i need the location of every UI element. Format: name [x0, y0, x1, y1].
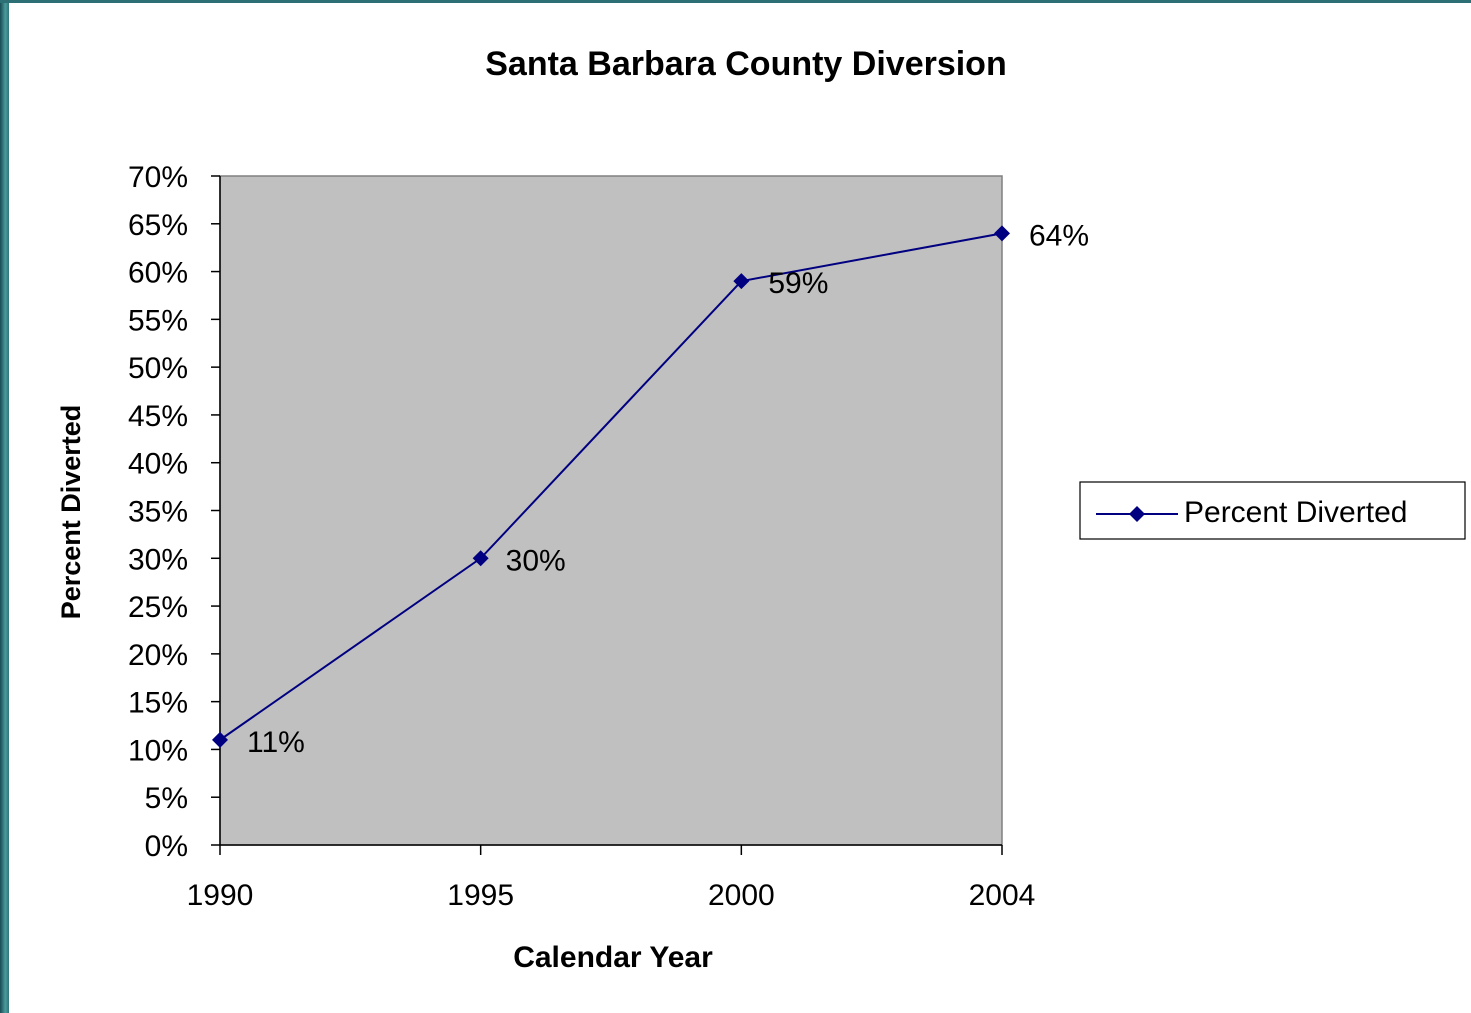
data-label: 64% — [1029, 219, 1089, 252]
x-tick-label: 2004 — [969, 879, 1036, 912]
data-label: 59% — [768, 267, 828, 300]
plot-area — [219, 175, 1003, 846]
y-axis-label: Percent Diverted — [56, 405, 86, 620]
y-axis: 0% 5% 10% 15% 20% 25% 30% 35% 40% 45% 50% 55% 60% 65%… — [128, 161, 221, 863]
y-tick-label: 20% — [128, 639, 188, 672]
y-tick-label: 25% — [128, 591, 188, 624]
legend-diamond-icon — [1129, 506, 1145, 522]
legend-label: Percent Diverted — [1184, 496, 1407, 529]
y-tick-label: 15% — [128, 687, 188, 720]
y-tick-label: 65% — [128, 209, 188, 242]
data-point-marker — [733, 273, 750, 290]
y-tick-label: 50% — [128, 352, 188, 385]
x-tick-label: 2000 — [708, 879, 775, 912]
y-tick-label: 60% — [128, 257, 188, 290]
series-line-percent-diverted — [219, 232, 1003, 741]
data-point-marker — [994, 225, 1010, 242]
series-line-layer — [219, 232, 1003, 741]
data-point-marker — [212, 731, 228, 748]
chart-title: Santa Barbara County Diversion — [485, 45, 1006, 83]
data-label: 11% — [247, 726, 305, 759]
y-tick-label: 10% — [128, 734, 188, 767]
y-tick-label: 5% — [145, 782, 188, 815]
data-point-marker — [472, 550, 489, 567]
legend-box — [1079, 481, 1466, 540]
y-tick-label: 45% — [128, 400, 188, 433]
series-markers — [212, 225, 1010, 748]
y-tick-label: 0% — [145, 830, 188, 863]
y-tick-label: 55% — [128, 304, 188, 337]
x-tick-label: 1990 — [187, 879, 254, 912]
legend: Percent Diverted — [1079, 481, 1466, 540]
y-tick-label: 70% — [128, 161, 188, 194]
y-tick-label: 30% — [128, 543, 188, 576]
x-axis-label: Calendar Year — [513, 941, 713, 974]
x-tick-label: 1995 — [447, 879, 514, 912]
y-tick-label: 35% — [128, 496, 188, 529]
x-axis: 1990 1995 2000 2004 — [187, 844, 1036, 912]
slide-top-accent-bar — [0, 0, 1471, 3]
y-tick-label: 40% — [128, 448, 188, 481]
slide-left-accent-bar — [0, 0, 9, 1013]
data-label: 30% — [506, 544, 566, 577]
data-labels: 11% 30% 59% 64% — [247, 219, 1089, 759]
